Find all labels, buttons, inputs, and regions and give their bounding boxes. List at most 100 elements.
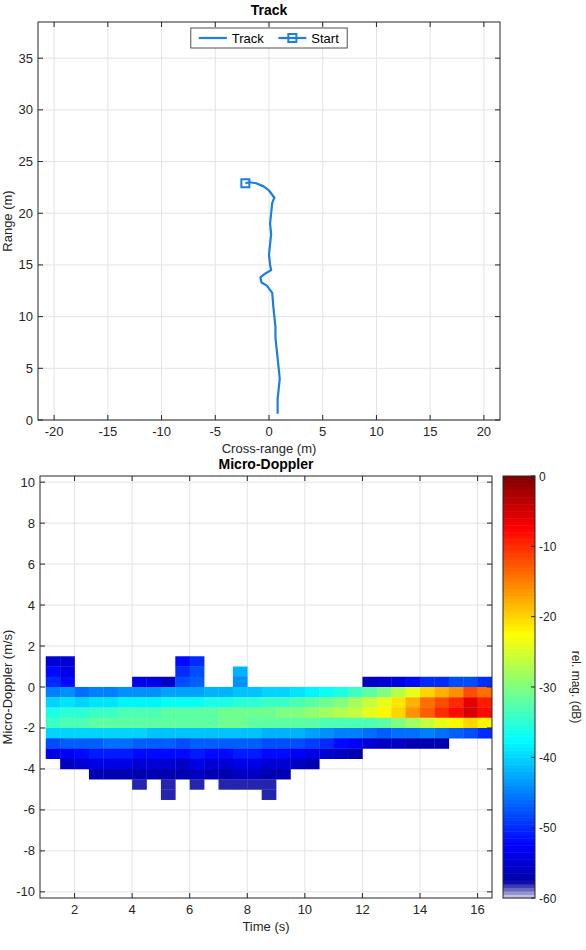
- colorbar-swatch: [503, 564, 535, 568]
- x-tick-label: -15: [98, 424, 117, 439]
- heatmap-cell: [449, 677, 464, 688]
- heatmap-cell: [190, 697, 205, 708]
- colorbar-swatch: [503, 567, 535, 571]
- heatmap-cell: [276, 728, 291, 739]
- grid-line: [40, 482, 492, 483]
- y-tick: [38, 316, 43, 317]
- heatmap-cell: [204, 687, 219, 698]
- colorbar-swatch: [503, 835, 535, 839]
- heatmap-cell: [89, 687, 104, 698]
- heatmap-cell: [161, 707, 176, 718]
- colorbar-swatch: [503, 863, 535, 867]
- heatmap-cell: [175, 656, 190, 667]
- y-tick-label: 25: [19, 154, 33, 169]
- colorbar-swatch: [503, 817, 535, 821]
- heatmap-cell: [75, 738, 90, 749]
- y-axis-title: Range (m): [0, 190, 15, 251]
- heatmap-cell: [233, 779, 248, 790]
- heatmap-cell: [319, 718, 334, 729]
- heatmap-cell: [132, 687, 147, 698]
- x-tick: [54, 22, 55, 27]
- colorbar-swatch: [503, 571, 535, 575]
- heatmap-cell: [276, 759, 291, 770]
- grid-line: [322, 22, 323, 420]
- x-axis-title: Time (s): [242, 919, 289, 934]
- heatmap-cell: [406, 677, 421, 688]
- y-tick: [487, 727, 492, 728]
- x-tick-label: 16: [470, 902, 484, 917]
- colorbar-swatch: [503, 638, 535, 642]
- grid-line: [38, 213, 500, 214]
- colorbar-swatch: [503, 606, 535, 610]
- x-tick: [322, 22, 323, 27]
- colorbar-swatch: [503, 750, 535, 754]
- heatmap-cell: [60, 718, 75, 729]
- colorbar-swatch: [503, 574, 535, 578]
- heatmap-cell: [103, 748, 118, 759]
- heatmap-cell: [348, 718, 363, 729]
- colorbar-swatch: [503, 701, 535, 705]
- y-tick: [495, 213, 500, 214]
- colorbar-tick-label: -60: [539, 892, 557, 906]
- heatmap-cell: [247, 748, 262, 759]
- heatmap-cell: [233, 759, 248, 770]
- grid-line: [376, 22, 377, 420]
- colorbar-swatch: [503, 736, 535, 740]
- colorbar-swatch: [503, 666, 535, 670]
- colorbar-swatch: [503, 599, 535, 603]
- colorbar-swatch: [503, 522, 535, 526]
- heatmap-cell: [89, 769, 104, 780]
- heatmap-cell: [132, 779, 147, 790]
- y-tick: [487, 646, 492, 647]
- heatmap-cell: [463, 687, 478, 698]
- heatmap-cell: [362, 728, 377, 739]
- heatmap-cell: [420, 687, 435, 698]
- heatmap-cell: [362, 697, 377, 708]
- heatmap-cell: [204, 728, 219, 739]
- colorbar-swatch: [503, 673, 535, 677]
- colorbar-swatch: [503, 719, 535, 723]
- x-tick: [161, 415, 162, 420]
- heatmap-cell: [233, 769, 248, 780]
- axes: [40, 476, 492, 898]
- frame-and-ticks: 246810121416-10-8-6-4-20246810Micro-Dopp…: [0, 456, 492, 934]
- colorbar-swatch: [503, 803, 535, 807]
- x-tick-label: -5: [209, 424, 221, 439]
- y-tick-label: -4: [23, 761, 35, 776]
- grid-line: [483, 22, 484, 420]
- y-tick-label: 30: [19, 102, 33, 117]
- heatmap-cell: [233, 738, 248, 749]
- colorbar-swatch: [503, 659, 535, 663]
- colorbar-swatch: [503, 705, 535, 709]
- colorbar-swatch: [503, 497, 535, 501]
- colorbar-swatch: [503, 842, 535, 846]
- y-tick: [487, 687, 492, 688]
- y-tick: [40, 850, 45, 851]
- heatmap-cell: [434, 707, 449, 718]
- heatmap-cell: [147, 728, 162, 739]
- x-tick: [215, 415, 216, 420]
- legend-swatch: [278, 37, 306, 39]
- heatmap-cell: [406, 718, 421, 729]
- heatmap-cell: [75, 687, 90, 698]
- heatmap-cell: [118, 748, 133, 759]
- heatmap-cell: [334, 748, 349, 759]
- colorbar-swatch: [503, 546, 535, 550]
- grid-line: [54, 22, 55, 420]
- colorbar-swatch: [503, 648, 535, 652]
- y-tick: [38, 368, 43, 369]
- heatmap-cell: [247, 697, 262, 708]
- x-tick-label: 0: [265, 424, 272, 439]
- colorbar-swatch: [503, 821, 535, 825]
- y-axis-title: Micro-Doppler (m/s): [0, 630, 15, 745]
- heatmap-cell: [319, 738, 334, 749]
- colorbar-swatch: [503, 525, 535, 529]
- y-tick-label: -10: [16, 884, 35, 899]
- colorbar-swatch: [503, 698, 535, 702]
- heatmap-cell: [290, 728, 305, 739]
- heatmap-cell: [118, 769, 133, 780]
- heatmap-cell: [75, 707, 90, 718]
- heatmap-cell: [362, 707, 377, 718]
- colorbar-swatch: [503, 757, 535, 761]
- colorbar-swatch: [503, 754, 535, 758]
